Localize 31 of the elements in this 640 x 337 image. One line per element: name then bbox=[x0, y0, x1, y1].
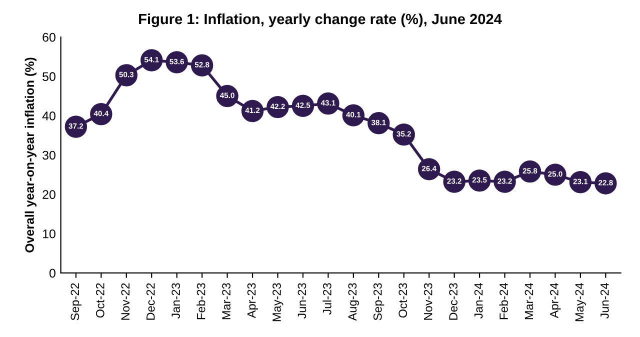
y-tick-label: 30 bbox=[42, 150, 56, 160]
x-tick-label: Mar-23 bbox=[222, 283, 230, 320]
x-tick-label: Dec-23 bbox=[449, 283, 458, 320]
chart-title: Figure 1: Inflation, yearly change rate (%), June 2024 bbox=[139, 13, 502, 28]
x-tick-label: Jun-23 bbox=[298, 283, 306, 319]
y-tick-label: 50 bbox=[42, 72, 56, 82]
x-tick-label: Oct-22 bbox=[96, 283, 104, 318]
y-tick-label: 40 bbox=[42, 112, 56, 120]
x-tick-label: May-23 bbox=[272, 283, 284, 322]
x-tick-label: May-24 bbox=[575, 283, 586, 322]
y-tick-label: 20 bbox=[42, 190, 56, 199]
y-tick-label: 60 bbox=[42, 32, 56, 42]
x-tick-label: Aug-23 bbox=[348, 283, 359, 321]
x-tick-label: Feb-24 bbox=[499, 283, 508, 320]
y-axis-title: Overall year-on-year inflation (%) bbox=[24, 58, 36, 252]
y-tick-label: 10 bbox=[42, 229, 56, 238]
x-tick-label: Jun-24 bbox=[600, 283, 609, 319]
x-tick-label: Mar-24 bbox=[524, 283, 534, 320]
x-tick-label: Jan-24 bbox=[474, 283, 483, 319]
x-tick-label: Jan-23 bbox=[172, 283, 180, 319]
x-tick-label: Nov-23 bbox=[424, 283, 432, 320]
y-tick-label: 0 bbox=[49, 268, 56, 278]
x-tick-label: Sep-23 bbox=[373, 283, 384, 320]
x-tick-label: Feb-23 bbox=[196, 283, 206, 320]
x-tick-label: Sep-22 bbox=[70, 283, 82, 320]
x-tick-label: Dec-22 bbox=[146, 283, 155, 320]
x-tick-label: Jul-23 bbox=[322, 283, 332, 315]
x-tick-label: Apr-23 bbox=[247, 283, 258, 318]
x-tick-label: Oct-23 bbox=[398, 283, 408, 318]
x-tick-label: Nov-22 bbox=[121, 283, 130, 320]
x-tick-label: Apr-24 bbox=[550, 283, 561, 318]
